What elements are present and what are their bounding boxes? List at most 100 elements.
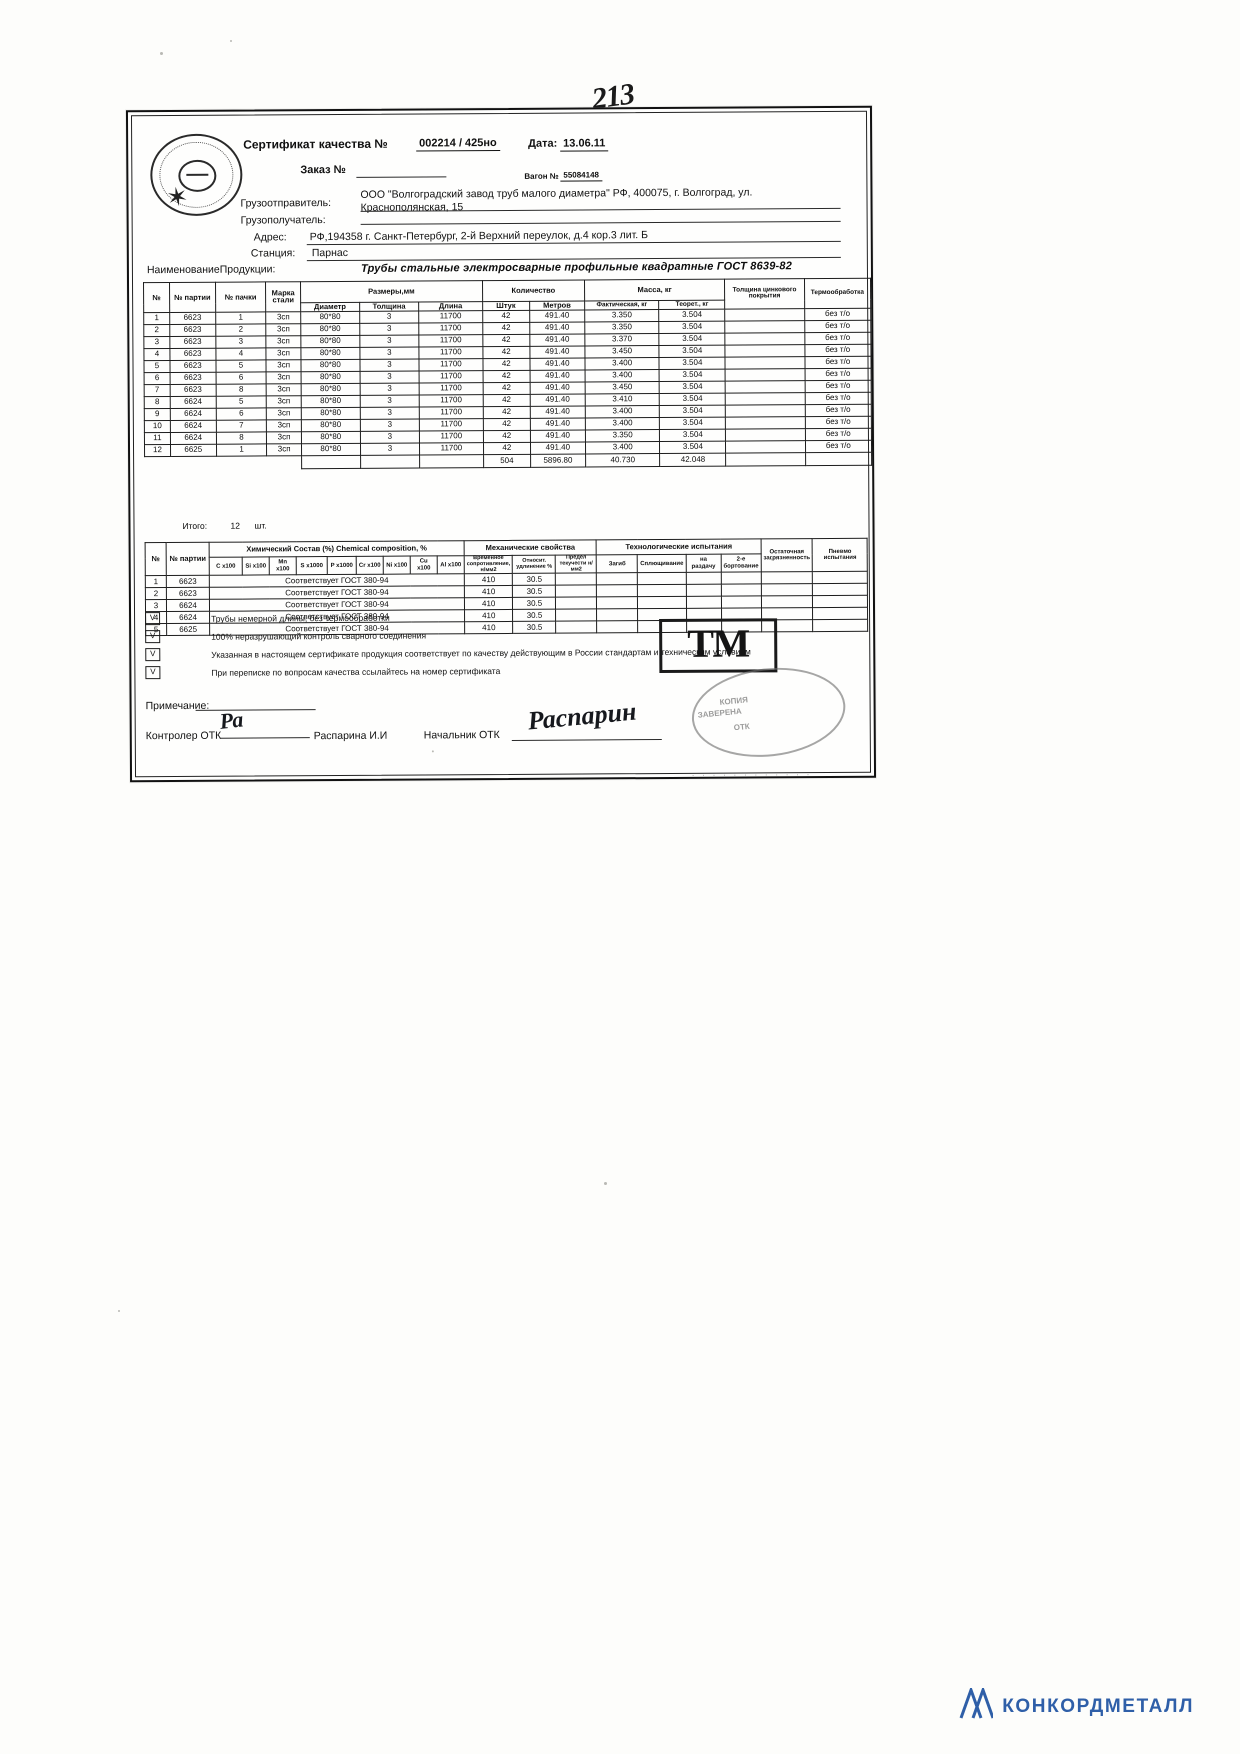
cell-lot: 6624 — [170, 408, 216, 421]
cell-heat: без т/о — [805, 440, 872, 453]
chief-signature: Распарин — [526, 696, 638, 736]
cell-heat: без т/о — [804, 392, 872, 405]
cell-num: 4 — [143, 348, 170, 361]
cell-theor: 3.504 — [659, 369, 726, 382]
shipper-value-line2: Краснополянская, 15 — [360, 201, 464, 214]
cell-actual: 3.350 — [584, 309, 660, 322]
cell-zinc — [725, 392, 805, 406]
cell-pcs: 42 — [482, 310, 530, 323]
station-label: Станция: — [250, 247, 296, 260]
totals-cell-8 — [725, 452, 806, 467]
cell-pcs: 42 — [482, 322, 530, 335]
cell — [812, 595, 868, 608]
cell-pcs: 42 — [483, 418, 531, 431]
an-col-p: P х1000 — [327, 556, 357, 575]
totals-cell-4: 504 — [483, 454, 531, 468]
cell-grade: 3сп — [266, 371, 301, 384]
cell-theor: 3.504 — [659, 345, 726, 358]
cell — [555, 597, 597, 610]
cell-theor: 3.504 — [659, 441, 726, 454]
cell-meters: 491.40 — [530, 405, 586, 419]
cell-pcs: 42 — [482, 334, 530, 347]
an-col-lot: № партии — [166, 542, 210, 576]
cell-zinc — [725, 332, 805, 346]
product-name-value: Трубы стальные электросварные профильные… — [360, 260, 793, 275]
cell-actual: 3.350 — [584, 321, 660, 334]
cell — [555, 585, 597, 598]
shipper-label: Грузоотправитель: — [240, 197, 332, 210]
cell-heat: без т/о — [804, 320, 871, 333]
an-col-chem-group: Химический Состав (%) Chemical compositi… — [209, 540, 465, 558]
cell-dia: 80*80 — [300, 383, 361, 396]
totals-cell-0 — [145, 456, 302, 470]
cell-lot: 6623 — [169, 336, 216, 349]
notes-section: V Трубы немерной длины, без термообработк… — [128, 108, 870, 680]
cell-theor: 3.504 — [659, 405, 726, 418]
cell-dia: 80*80 — [300, 335, 360, 348]
cell-dia: 80*80 — [300, 347, 360, 360]
cell: 6624 — [166, 611, 210, 624]
cell-heat: без т/о — [804, 416, 872, 429]
cell-meters: 491.40 — [529, 381, 586, 395]
cell-theor: 3.504 — [659, 393, 726, 406]
an-col-pneumo: Пневмо испытания — [812, 538, 868, 572]
cell-lot: 6623 — [169, 372, 216, 385]
an-col-mn: Mn х100 — [269, 556, 297, 576]
wagon-label: Вагон № — [524, 171, 559, 181]
otk-chief-label: Начальник ОТК — [423, 729, 500, 742]
cell-len: 11700 — [419, 394, 484, 407]
cell-thk: 3 — [360, 394, 420, 408]
cell-len: 11700 — [418, 334, 483, 347]
cell-theor: 3.504 — [659, 417, 726, 430]
cell-dia: 80*80 — [300, 323, 360, 336]
certificate-number: 002214 / 425но — [416, 137, 500, 152]
col-length: Длина — [418, 301, 483, 311]
note-checkbox-4[interactable]: V — [145, 666, 161, 680]
order-label: Заказ № — [300, 163, 346, 177]
cell-zinc — [725, 440, 806, 454]
cell-num: 11 — [144, 432, 171, 445]
an-col-mech-group: Механические свойства — [464, 539, 597, 556]
cell-num: 1 — [143, 312, 170, 325]
cell-len: 11700 — [419, 382, 483, 395]
cell-bundle: 8 — [215, 383, 267, 397]
cell-actual: 3.450 — [584, 345, 660, 358]
cell-bundle: 5 — [215, 395, 267, 409]
an-col-residual: Остаточная загрязненность — [760, 538, 813, 573]
note-checkbox-3[interactable]: V — [145, 648, 161, 662]
cell-dia: 80*80 — [301, 407, 361, 420]
cell: 6623 — [166, 575, 210, 588]
cell-dia: 80*80 — [300, 311, 360, 324]
cell-thk: 3 — [359, 370, 420, 384]
cell-num: 6 — [144, 372, 171, 385]
watermark-text: КОНКОРДМЕТАЛЛ — [1002, 1696, 1194, 1717]
address-label: Адрес: — [253, 231, 287, 244]
note-checkbox-2[interactable]: V — [145, 630, 161, 644]
cell — [555, 609, 598, 622]
inspector-signature: Ра — [218, 706, 245, 734]
cell-num: 9 — [144, 408, 171, 421]
cell-dia: 80*80 — [301, 419, 361, 432]
an-col-flat: Сплющивание — [637, 554, 687, 573]
col-lot: № партии — [169, 282, 216, 313]
date-value: 13.06.11 — [560, 137, 609, 152]
cell — [761, 595, 813, 609]
cell-pcs: 42 — [483, 430, 531, 443]
cell-meters: 491.40 — [529, 393, 586, 407]
cell-num: 3 — [143, 336, 170, 349]
note-checkbox-1[interactable]: V — [145, 612, 161, 626]
cell-thk: 3 — [360, 442, 420, 456]
cell-len: 11700 — [419, 406, 484, 419]
cell-thk: 3 — [360, 418, 420, 432]
cell-lot: 6623 — [169, 348, 216, 361]
cell-len: 11700 — [418, 322, 483, 335]
cell-heat: без т/о — [804, 368, 872, 381]
cell — [721, 572, 762, 585]
cell-num: 8 — [144, 396, 171, 409]
cell-num: 7 — [144, 384, 171, 397]
cell-bundle: 5 — [215, 359, 267, 373]
cell-zinc — [725, 344, 805, 358]
cell-lot: 6624 — [170, 420, 217, 433]
cell-pcs: 42 — [482, 394, 531, 407]
cell-actual: 3.400 — [585, 417, 660, 430]
